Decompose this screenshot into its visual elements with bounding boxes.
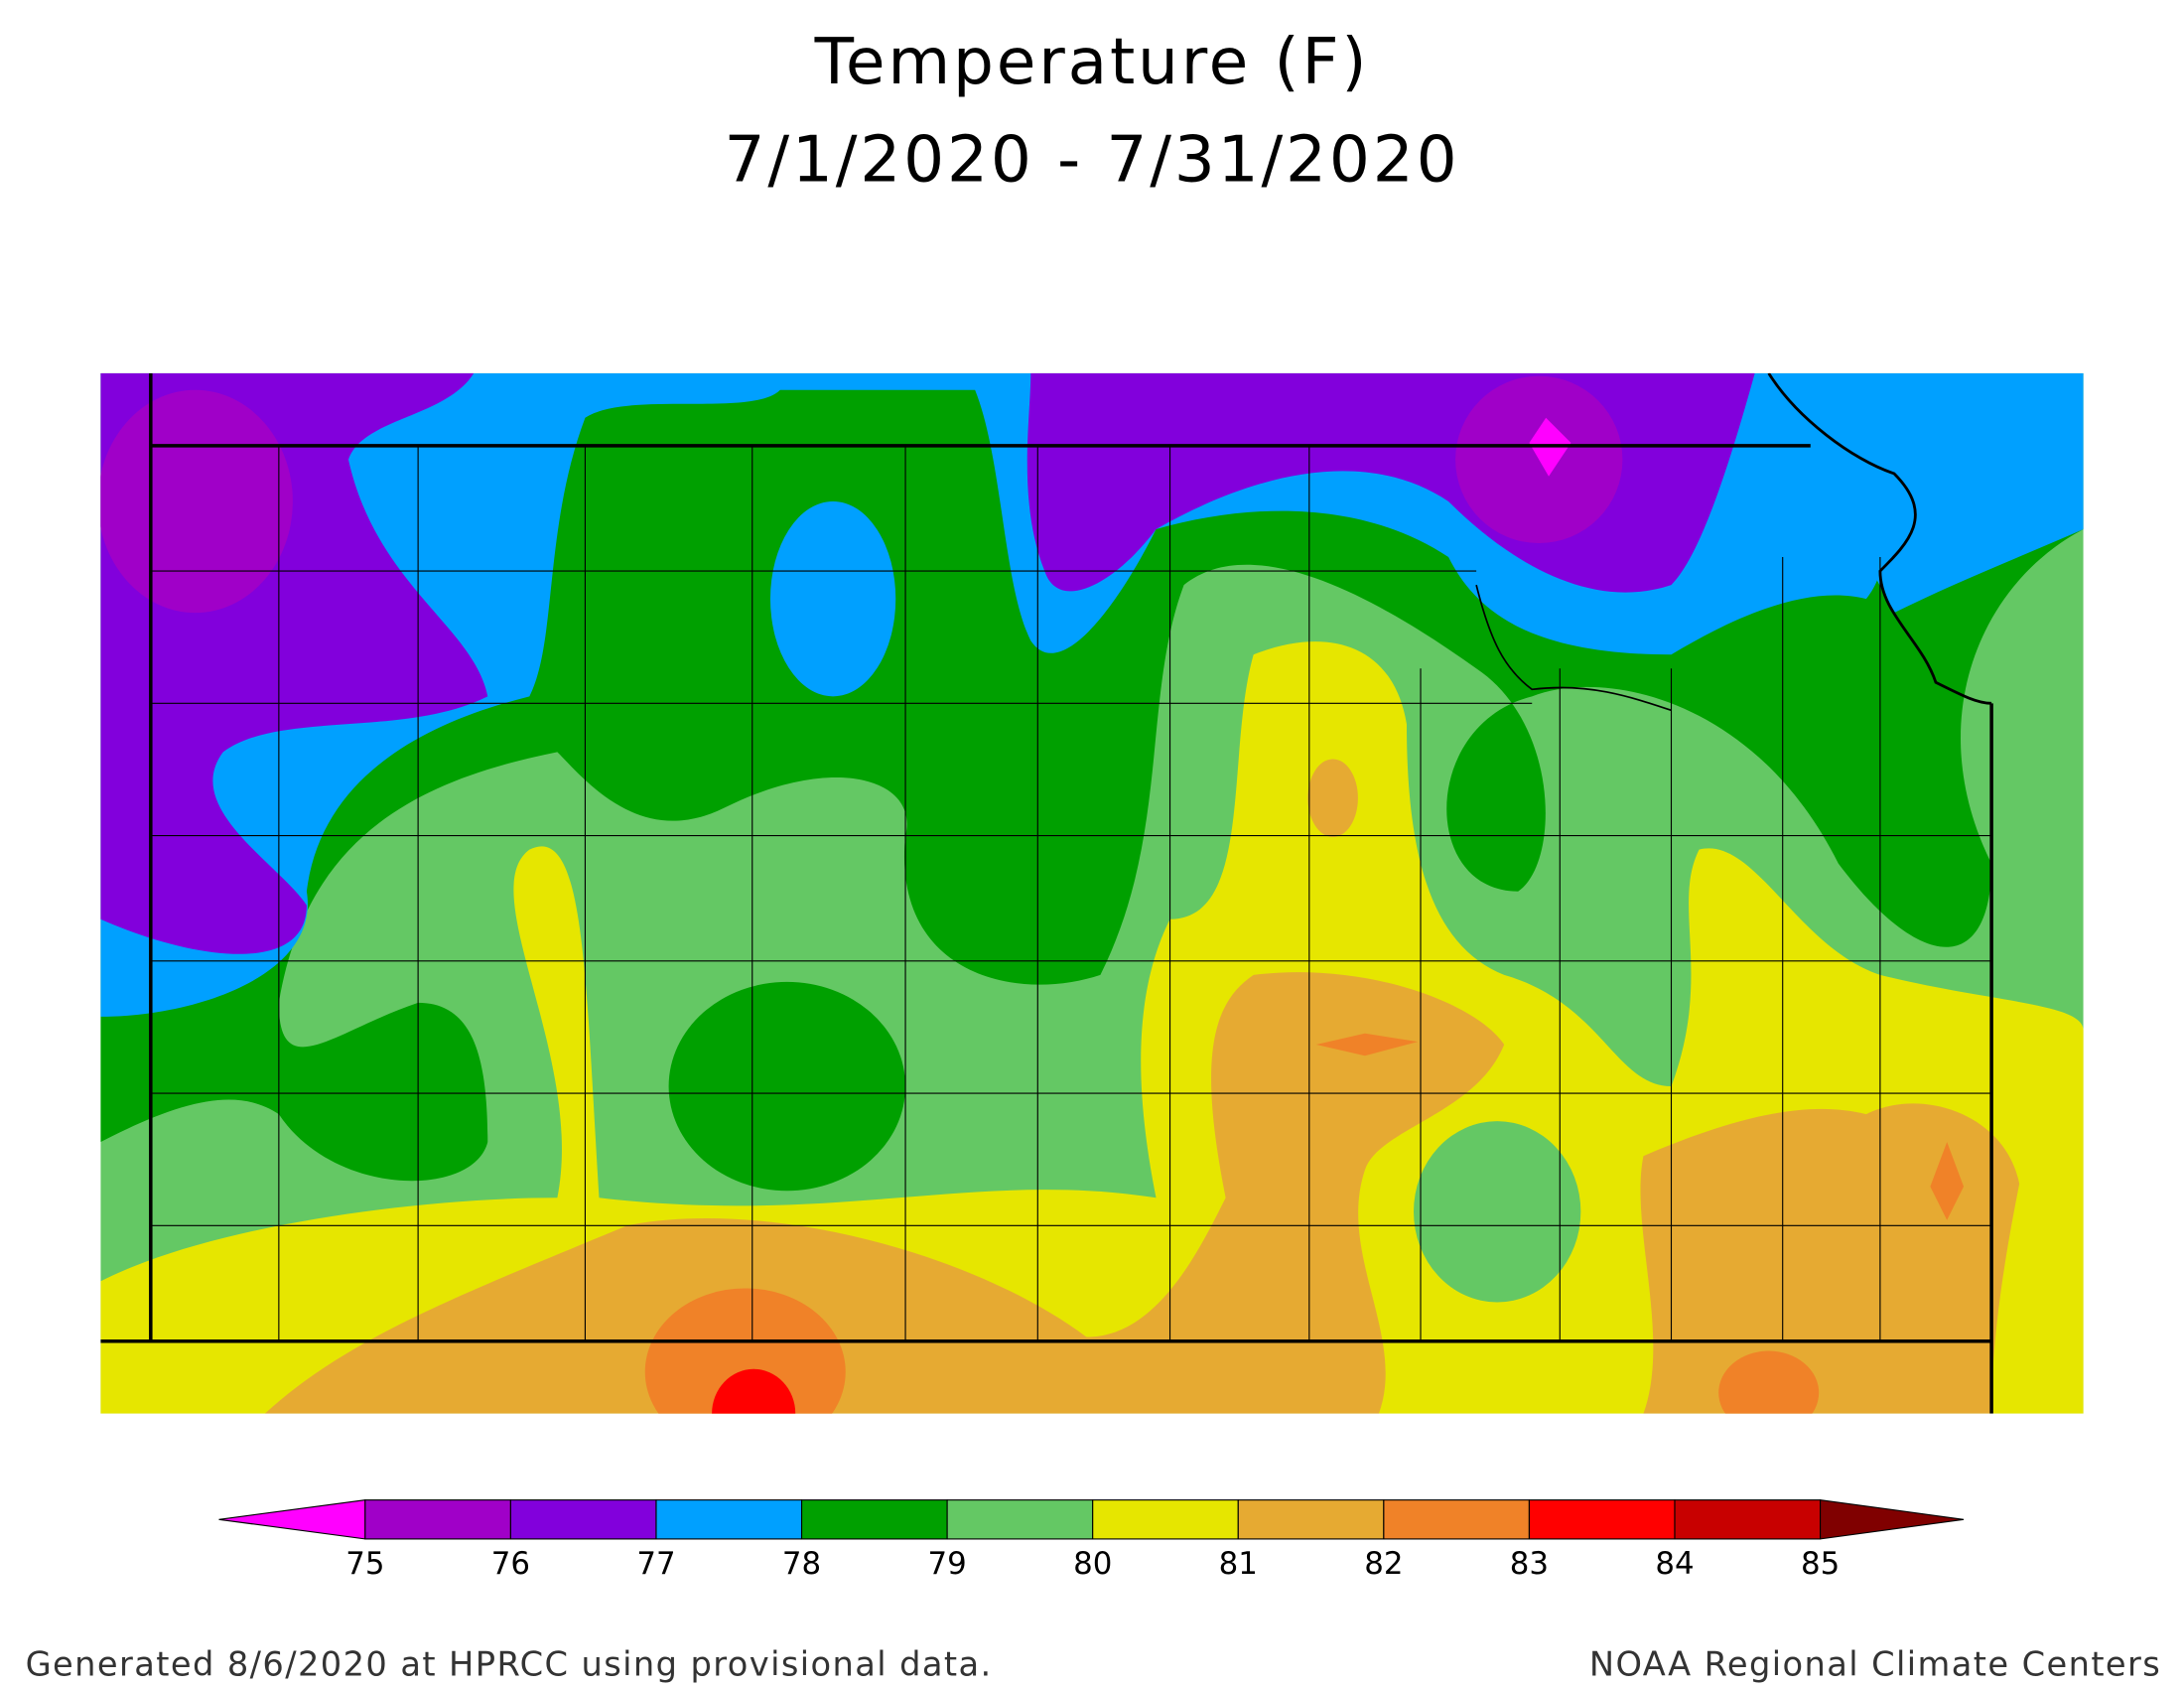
band-83-84 <box>712 1368 796 1414</box>
band-79-80 <box>1414 1121 1581 1303</box>
band-81-82 <box>264 972 1505 1414</box>
colorbar-tick-label: 82 <box>1364 1546 1403 1582</box>
colorbar-tick-label: 84 <box>1655 1546 1694 1582</box>
county-lines <box>150 445 1992 1341</box>
state-border <box>100 372 1993 1414</box>
colorbar: 75 76 77 78 79 80 81 82 83 84 85 <box>218 1499 1965 1582</box>
footer-right: NOAA Regional Climate Centers <box>1589 1644 2161 1683</box>
colorbar-tick-label: 77 <box>636 1546 675 1582</box>
band-77-78 <box>100 372 1881 1017</box>
title: Temperature (F) <box>814 25 1370 99</box>
subtitle: 7/1/2020 - 7/31/2020 <box>725 122 1460 197</box>
footer-left: Generated 8/6/2020 at HPRCC using provis… <box>26 1644 993 1683</box>
colorbar-under <box>218 1499 366 1540</box>
band-75-76 <box>100 389 293 614</box>
colorbar-box <box>800 1499 948 1540</box>
colorbar-tick-label: 85 <box>1801 1546 1840 1582</box>
band-80-81 <box>100 641 2084 1414</box>
colorbar-over <box>1820 1499 1965 1540</box>
colorbar-box <box>1383 1499 1530 1540</box>
colorbar-tick-label: 75 <box>345 1546 384 1582</box>
band-81-82 <box>1307 759 1358 837</box>
colorbar-tick-label: 78 <box>782 1546 821 1582</box>
band-78-79 <box>668 981 906 1192</box>
band-81-82 <box>1640 1103 2020 1414</box>
colorbar-box <box>509 1499 657 1540</box>
colorbar-tick-label: 80 <box>1073 1546 1112 1582</box>
colorbar-tick-label: 81 <box>1219 1546 1258 1582</box>
colorbar-tick-label: 83 <box>1510 1546 1549 1582</box>
colorbar-box <box>1674 1499 1822 1540</box>
colorbar-box <box>655 1499 803 1540</box>
colorbar-box <box>946 1499 1094 1540</box>
colorbar-tick-label: 76 <box>491 1546 530 1582</box>
band-82-83 <box>1930 1142 1965 1220</box>
temperature-map <box>100 372 2084 1414</box>
band-77-78 <box>1768 372 2084 614</box>
colorbar-box <box>1528 1499 1676 1540</box>
band-82-83 <box>644 1288 846 1414</box>
colorbar-box <box>1237 1499 1385 1540</box>
band-77-78 <box>769 500 896 697</box>
colorbar-box <box>364 1499 511 1540</box>
band-82-83 <box>1718 1350 1820 1414</box>
band-82-83 <box>1315 1033 1419 1056</box>
colorbar-box <box>1092 1499 1239 1540</box>
colorbar-tick-label: 79 <box>928 1546 967 1582</box>
